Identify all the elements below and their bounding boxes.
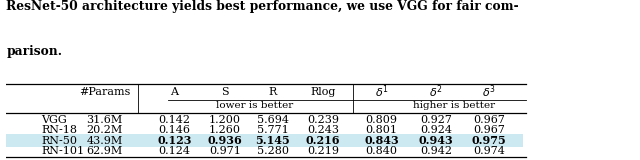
Text: 62.9M: 62.9M [86, 146, 123, 156]
Bar [6, 134, 524, 147]
Text: 1.260: 1.260 [209, 125, 241, 136]
Text: 0.971: 0.971 [209, 146, 241, 156]
Text: 20.2M: 20.2M [86, 125, 123, 136]
Text: 0.219: 0.219 [307, 146, 339, 156]
Text: 0.146: 0.146 [158, 125, 190, 136]
Text: 0.967: 0.967 [473, 125, 505, 136]
Text: 0.243: 0.243 [307, 125, 339, 136]
Text: 0.924: 0.924 [420, 125, 452, 136]
Text: 0.142: 0.142 [158, 115, 190, 125]
Text: 0.216: 0.216 [306, 135, 340, 146]
Text: 0.843: 0.843 [364, 135, 399, 146]
Text: 0.809: 0.809 [365, 115, 397, 125]
Text: $\delta^1$: $\delta^1$ [374, 84, 388, 100]
Text: $\delta^3$: $\delta^3$ [483, 84, 496, 100]
Text: 0.974: 0.974 [473, 146, 505, 156]
Text: A: A [170, 87, 179, 97]
Text: 0.840: 0.840 [365, 146, 397, 156]
Text: RN-50: RN-50 [41, 136, 77, 146]
Text: Rlog: Rlog [310, 87, 336, 97]
Text: parison.: parison. [6, 44, 63, 58]
Text: 0.943: 0.943 [419, 135, 453, 146]
Text: 0.942: 0.942 [420, 146, 452, 156]
Text: #Params: #Params [79, 87, 131, 97]
Text: RN-101: RN-101 [41, 146, 84, 156]
Text: 5.771: 5.771 [257, 125, 289, 136]
Text: 5.145: 5.145 [255, 135, 290, 146]
Text: 5.694: 5.694 [257, 115, 289, 125]
Text: 5.280: 5.280 [257, 146, 289, 156]
Text: RN-18: RN-18 [41, 125, 77, 136]
Text: 0.123: 0.123 [157, 135, 191, 146]
Text: 43.9M: 43.9M [86, 136, 123, 146]
Text: 1.200: 1.200 [209, 115, 241, 125]
Text: 0.239: 0.239 [307, 115, 339, 125]
Text: 0.927: 0.927 [420, 115, 452, 125]
Text: lower is better: lower is better [216, 101, 294, 110]
Text: S: S [221, 87, 229, 97]
Text: higher is better: higher is better [413, 101, 495, 110]
Text: 0.801: 0.801 [365, 125, 397, 136]
Text: R: R [268, 87, 276, 97]
Text: 31.6M: 31.6M [86, 115, 123, 125]
Text: 0.124: 0.124 [158, 146, 190, 156]
Text: ResNet-50 architecture yields best performance, we use VGG for fair com-: ResNet-50 architecture yields best perfo… [6, 0, 519, 13]
Text: 0.967: 0.967 [473, 115, 505, 125]
Text: $\delta^2$: $\delta^2$ [429, 84, 443, 100]
Text: VGG: VGG [41, 115, 67, 125]
Text: 0.975: 0.975 [472, 135, 507, 146]
Text: 0.936: 0.936 [207, 135, 243, 146]
